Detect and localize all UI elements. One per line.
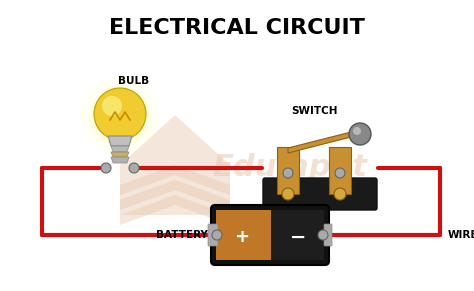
- FancyBboxPatch shape: [208, 224, 218, 246]
- FancyBboxPatch shape: [329, 147, 351, 194]
- FancyBboxPatch shape: [324, 224, 332, 246]
- Text: BATTERY: BATTERY: [156, 230, 208, 240]
- FancyBboxPatch shape: [271, 210, 324, 260]
- Polygon shape: [175, 165, 230, 195]
- Polygon shape: [120, 165, 175, 195]
- Circle shape: [212, 230, 222, 240]
- Circle shape: [282, 188, 294, 200]
- Circle shape: [334, 188, 346, 200]
- Circle shape: [353, 127, 361, 135]
- Circle shape: [102, 96, 122, 116]
- Polygon shape: [120, 180, 175, 210]
- Text: WIRE: WIRE: [448, 230, 474, 240]
- Circle shape: [101, 163, 111, 173]
- Polygon shape: [288, 131, 355, 153]
- Polygon shape: [111, 152, 129, 157]
- Polygon shape: [175, 180, 230, 210]
- Text: ELECTRICAL CIRCUIT: ELECTRICAL CIRCUIT: [109, 18, 365, 38]
- Text: Eduinput: Eduinput: [212, 153, 367, 182]
- FancyBboxPatch shape: [263, 178, 377, 210]
- Text: SWITCH: SWITCH: [292, 106, 338, 116]
- Polygon shape: [111, 157, 129, 163]
- Polygon shape: [108, 136, 132, 146]
- Circle shape: [335, 168, 345, 178]
- Polygon shape: [120, 195, 175, 225]
- Circle shape: [90, 86, 150, 146]
- Circle shape: [129, 163, 139, 173]
- Circle shape: [283, 168, 293, 178]
- Circle shape: [82, 78, 158, 154]
- Circle shape: [349, 123, 371, 145]
- Text: −: −: [290, 228, 306, 246]
- Circle shape: [318, 230, 328, 240]
- FancyBboxPatch shape: [216, 210, 271, 260]
- Text: +: +: [235, 228, 249, 246]
- Polygon shape: [120, 115, 230, 215]
- FancyBboxPatch shape: [211, 205, 329, 265]
- Polygon shape: [111, 146, 129, 152]
- Polygon shape: [175, 195, 230, 225]
- Circle shape: [94, 88, 146, 140]
- Text: BULB: BULB: [118, 76, 150, 86]
- FancyBboxPatch shape: [277, 147, 299, 194]
- Circle shape: [98, 94, 142, 138]
